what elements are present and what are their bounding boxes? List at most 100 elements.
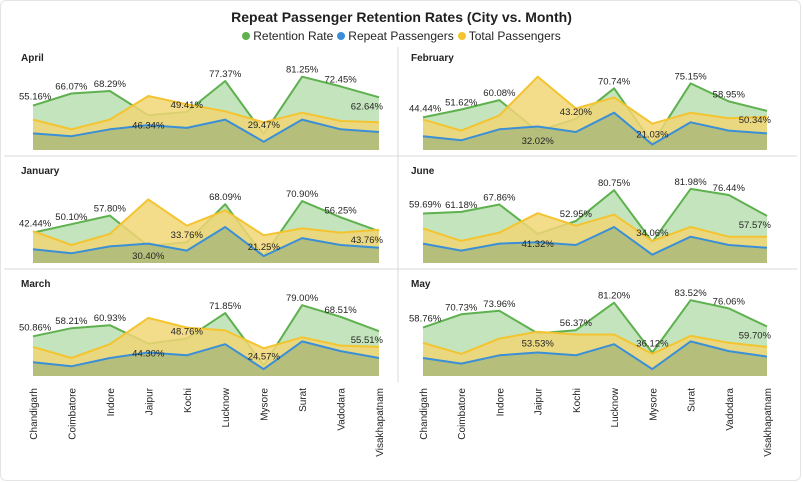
x-tick-label: Kochi xyxy=(572,388,583,413)
panel-title: April xyxy=(21,53,44,64)
data-label: 48.76% xyxy=(171,327,204,338)
data-label: 29.47% xyxy=(248,120,281,131)
repeat-passengers-line xyxy=(32,118,380,143)
data-label: 32.02% xyxy=(522,136,555,147)
x-tick-label: Chandigarh xyxy=(29,388,40,440)
panel-march: March 50.86%58.21% 60.93% 44.30% 48.76% 71.85… xyxy=(19,279,384,376)
data-label: 50.34% xyxy=(739,115,772,126)
data-label: 43.20% xyxy=(560,107,593,118)
data-label: 36.12% xyxy=(636,339,669,350)
total-passengers-line xyxy=(422,212,767,242)
data-label: 76.06% xyxy=(713,296,746,307)
data-label: 50.10% xyxy=(55,212,88,223)
legend-label: Total Passengers xyxy=(468,29,561,43)
panel-title: March xyxy=(21,279,50,290)
data-label: 68.09% xyxy=(209,192,242,203)
data-label: 43.76% xyxy=(351,235,384,246)
retention-rate-line xyxy=(32,75,380,135)
repeat-passengers-area xyxy=(33,119,379,150)
panel-january: January 42.44%50.10% 57.80% 30.40% 33.76% 68.… xyxy=(19,166,384,263)
data-label: 55.16% xyxy=(19,92,52,103)
x-tick-label: Vadodara xyxy=(337,388,348,431)
x-tick-label: Mysore xyxy=(648,388,659,421)
repeat-passengers-line xyxy=(32,226,380,258)
x-tick-label: Lucknow xyxy=(610,387,621,427)
data-label: 73.96% xyxy=(483,299,516,310)
x-tick-label: Lucknow xyxy=(221,387,232,427)
data-label: 66.07% xyxy=(55,82,88,93)
x-tick-label: Surat xyxy=(687,388,698,412)
data-label: 51.62% xyxy=(445,98,478,109)
data-label: 44.30% xyxy=(132,349,165,360)
data-label: 58.76% xyxy=(409,314,442,325)
data-label: 83.52% xyxy=(674,288,707,299)
data-label: 60.08% xyxy=(483,88,516,99)
panel-april: April 55.16%66.07% 68.29% 46.34% 49.41% 77.37… xyxy=(19,53,384,150)
data-label: 58.95% xyxy=(713,89,746,100)
legend-item-total-passengers[interactable]: Total Passengers xyxy=(457,29,561,43)
x-tick-label: Indore xyxy=(106,388,117,417)
repeat-passengers-line xyxy=(32,340,380,371)
data-label: 61.18% xyxy=(445,200,478,211)
legend-item-retention-rate[interactable]: Retention Rate xyxy=(242,29,333,43)
legend-marker xyxy=(457,32,466,40)
data-label: 41.32% xyxy=(522,239,555,250)
data-label: 58.21% xyxy=(55,316,88,327)
repeat-passengers-line xyxy=(422,226,768,256)
data-label: 50.86% xyxy=(19,322,52,333)
x-tick-label: Jaipur xyxy=(144,387,155,415)
panel-june: June 59.69% 61.18% 67.86% 41.32% 52.95% 80.75%… xyxy=(409,166,772,263)
total-passengers-line xyxy=(32,198,380,246)
data-label: 46.34% xyxy=(132,120,165,131)
data-label: 60.93% xyxy=(94,313,127,324)
panel-title: June xyxy=(411,166,435,177)
retention-rate-line xyxy=(422,299,768,354)
data-label: 76.44% xyxy=(713,183,746,194)
x-tick-label: Jaipur xyxy=(534,387,545,415)
legend-marker xyxy=(337,32,346,40)
data-label: 33.76% xyxy=(171,230,204,241)
repeat-passengers-area xyxy=(423,227,767,263)
legend-label: Retention Rate xyxy=(253,29,334,43)
legend-marker xyxy=(242,32,251,40)
x-tick-label: Chandigarh xyxy=(419,388,430,440)
data-label: 21.25% xyxy=(248,242,281,253)
x-tick-label: Vadodara xyxy=(725,388,736,431)
data-label: 80.75% xyxy=(598,178,631,189)
data-label: 57.80% xyxy=(94,204,127,215)
total-passengers-line xyxy=(32,95,380,131)
data-label: 56.37% xyxy=(560,318,593,329)
x-tick-label: Visakhapatnam xyxy=(763,388,774,457)
data-label: 70.73% xyxy=(445,302,478,313)
data-label: 49.41% xyxy=(171,100,204,111)
repeat-passengers-area xyxy=(33,341,379,376)
data-label: 24.57% xyxy=(248,351,281,362)
data-label: 81.98% xyxy=(674,177,707,188)
data-label: 70.90% xyxy=(286,189,319,200)
total-passengers-line xyxy=(422,75,768,132)
panel-february: February 44.44%51.62% 60.08% 32.02% 43.20% 70… xyxy=(409,53,772,150)
data-label: 81.25% xyxy=(286,65,319,76)
legend-item-repeat-passengers[interactable]: Repeat Passengers xyxy=(337,29,454,43)
x-tick-label: Surat xyxy=(298,388,309,412)
panel-title: January xyxy=(21,166,60,177)
data-label: 67.86% xyxy=(483,193,516,204)
x-tick-label: Visakhapatnam xyxy=(375,388,386,457)
data-label: 59.70% xyxy=(739,331,772,342)
data-label: 81.20% xyxy=(598,291,631,302)
data-label: 75.15% xyxy=(674,71,707,82)
repeat-passengers-line xyxy=(422,111,768,146)
data-label: 55.51% xyxy=(351,335,384,346)
data-label: 68.29% xyxy=(94,79,127,90)
data-label: 56.25% xyxy=(324,205,357,216)
x-tick-label: Kochi xyxy=(183,388,194,413)
total-passengers-line xyxy=(422,330,768,355)
retention-rate-line xyxy=(32,304,380,367)
legend[interactable]: Retention Rate Repeat Passengers Total Pas… xyxy=(0,29,803,43)
data-label: 79.00% xyxy=(286,293,319,304)
panel-title: May xyxy=(411,279,431,290)
data-label: 34.06% xyxy=(636,228,669,239)
x-tick-label: Coimbatore xyxy=(457,388,468,440)
